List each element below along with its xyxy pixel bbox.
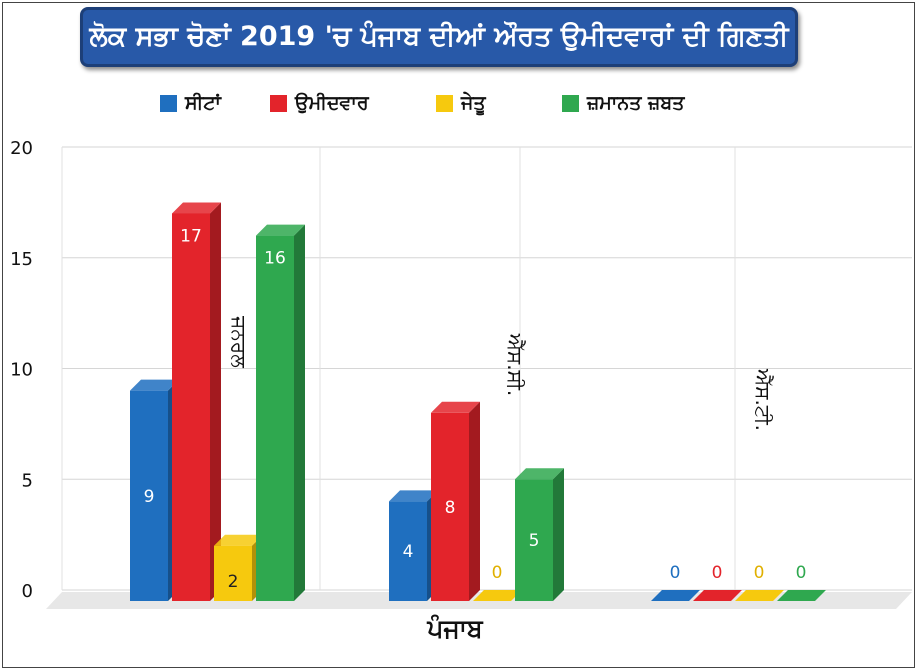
bar-top bbox=[214, 534, 263, 546]
data-label: 0 bbox=[796, 563, 807, 583]
category-label: ਐੱਸ.ਟੀ. bbox=[751, 368, 775, 431]
bar-side bbox=[210, 202, 221, 601]
bar-top bbox=[172, 202, 221, 214]
chart-title: ਲੋਕ ਸਭਾ ਚੋਣਾਂ 2019 'ਚ ਪੰਜਾਬ ਦੀਆਂ ਔਰਤ ਉਮੀ… bbox=[89, 21, 789, 52]
y-tick-label: 5 bbox=[22, 470, 33, 491]
bar-side bbox=[469, 401, 480, 601]
legend: ਸੀਟਾਂ ਉਮੀਦਵਾਰ ਜੇਤੂ ਜ਼ਮਾਨਤ ਜ਼ਬਤ bbox=[0, 92, 919, 122]
bar-side bbox=[294, 224, 305, 601]
data-label: 9 bbox=[144, 487, 155, 507]
legend-swatch-seats bbox=[160, 94, 177, 112]
legend-item-winners: ਜੇਤੂ bbox=[436, 92, 486, 114]
bar-group: 9 17 2 16 4 8 0 5 0 0 0 0 bbox=[130, 202, 826, 601]
bar-top bbox=[515, 468, 564, 480]
bar-zero bbox=[777, 590, 826, 601]
legend-swatch-forfeited bbox=[562, 94, 579, 112]
data-label: 0 bbox=[712, 563, 723, 583]
data-label: 0 bbox=[670, 563, 681, 583]
bar-side bbox=[553, 468, 564, 601]
bar-zero bbox=[651, 590, 700, 601]
legend-label-seats: ਸੀਟਾਂ bbox=[185, 92, 221, 114]
bar-top bbox=[130, 379, 179, 391]
bar bbox=[130, 390, 168, 601]
category-label: ਐੱਸ.ਸੀ. bbox=[503, 333, 527, 397]
bar bbox=[515, 479, 553, 601]
bar bbox=[256, 235, 294, 601]
bar-zero bbox=[693, 590, 742, 601]
legend-label-winners: ਜੇਤੂ bbox=[461, 92, 486, 114]
bar-zero bbox=[473, 590, 522, 601]
bar-top bbox=[256, 224, 305, 236]
y-tick-label: 20 bbox=[10, 138, 33, 159]
legend-label-candidates: ਉਮੀਦਵਾਰ bbox=[295, 92, 369, 114]
data-label: 0 bbox=[492, 563, 503, 583]
title-banner: ਲੋਕ ਸਭਾ ਚੋਣਾਂ 2019 'ਚ ਪੰਜਾਬ ਦੀਆਂ ਔਰਤ ਉਮੀ… bbox=[80, 7, 798, 67]
y-tick-label: 10 bbox=[10, 360, 33, 381]
bar bbox=[389, 501, 427, 601]
y-tick-label: 0 bbox=[22, 581, 33, 602]
legend-item-candidates: ਉਮੀਦਵਾਰ bbox=[270, 92, 369, 114]
bar-top bbox=[431, 401, 480, 413]
data-label: 5 bbox=[529, 531, 540, 551]
legend-item-seats: ਸੀਟਾਂ bbox=[160, 92, 221, 114]
bar bbox=[214, 545, 252, 601]
legend-item-forfeited: ਜ਼ਮਾਨਤ ਜ਼ਬਤ bbox=[562, 92, 684, 114]
bar-top bbox=[389, 490, 438, 502]
legend-swatch-candidates bbox=[270, 94, 287, 112]
data-label: 17 bbox=[180, 226, 202, 246]
data-label: 16 bbox=[264, 249, 286, 269]
category-labels: ਜਨਰਲ ਐੱਸ.ਸੀ. ਐੱਸ.ਟੀ. bbox=[227, 315, 775, 431]
data-label: 8 bbox=[445, 498, 456, 518]
bar bbox=[431, 412, 469, 601]
legend-label-forfeited: ਜ਼ਮਾਨਤ ਜ਼ਬਤ bbox=[587, 92, 685, 114]
legend-swatch-winners bbox=[436, 94, 453, 112]
data-label: 2 bbox=[228, 572, 239, 592]
bar-zero bbox=[735, 590, 784, 601]
data-label: 0 bbox=[754, 563, 765, 583]
x-axis-label: ਪੰਜਾਬ bbox=[426, 614, 484, 643]
bar bbox=[172, 213, 210, 601]
y-tick-label: 15 bbox=[10, 249, 33, 270]
data-label: 4 bbox=[403, 542, 414, 562]
category-label: ਜਨਰਲ bbox=[227, 315, 251, 368]
y-axis-ticks: 0 5 10 15 20 bbox=[10, 138, 33, 602]
